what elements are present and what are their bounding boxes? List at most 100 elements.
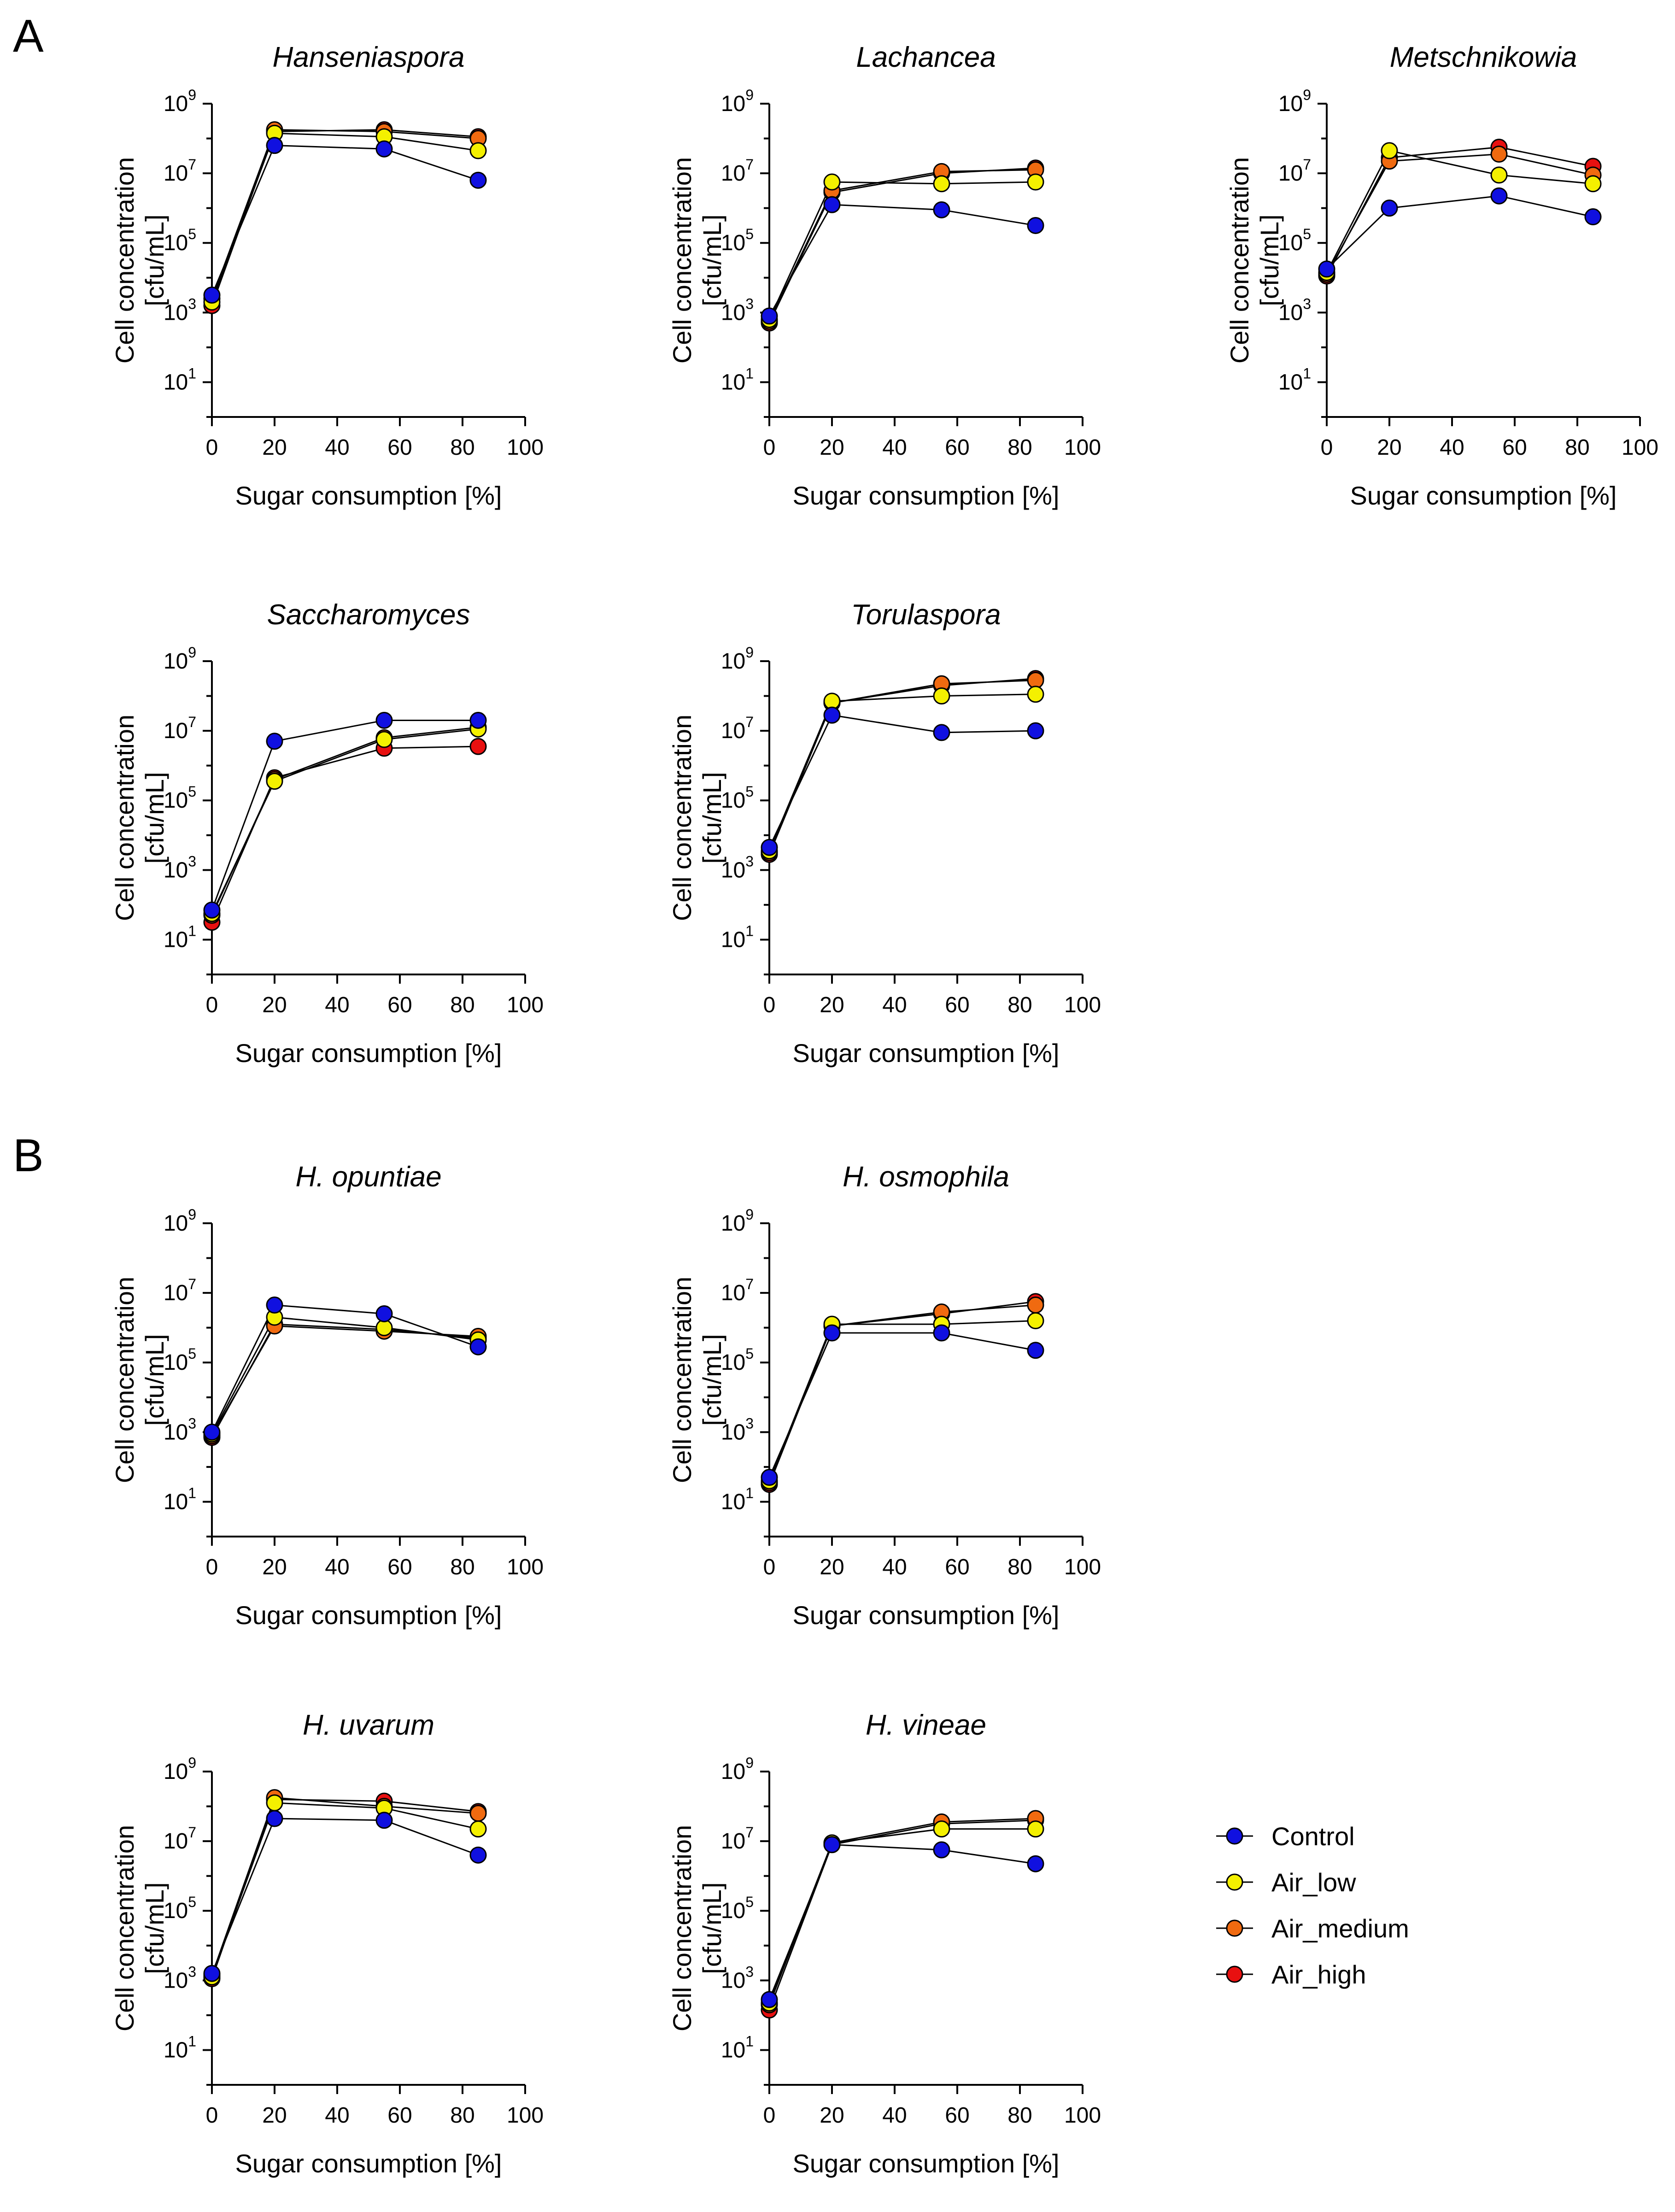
y-tick-label: 105 xyxy=(721,226,754,255)
x-tick-label: 0 xyxy=(206,1555,218,1579)
x-tick-label: 20 xyxy=(262,993,287,1017)
series-line-air_low xyxy=(211,728,479,914)
y-axis-unit: [cfu/mL] xyxy=(140,1882,169,1974)
x-tick-label: 80 xyxy=(450,993,474,1017)
y-tick-label: 107 xyxy=(721,1824,754,1854)
x-tick-label: 20 xyxy=(820,2103,844,2128)
legend: Control Air_low Air_medium Air_high xyxy=(1216,1822,1409,1989)
data-point-air_low xyxy=(1027,686,1044,703)
y-tick-label: 103 xyxy=(164,853,196,882)
data-point-control xyxy=(375,711,393,729)
legend-label: Air_low xyxy=(1271,1868,1356,1897)
y-tick-label: 101 xyxy=(164,1484,196,1514)
data-point-control xyxy=(823,1836,841,1854)
data-point-control xyxy=(1490,187,1508,205)
series-line-control xyxy=(768,1332,1036,1478)
y-tick-label: 105 xyxy=(721,783,754,813)
y-tick-label: 107 xyxy=(164,1276,196,1305)
x-axis-label: Sugar consumption [%] xyxy=(793,1601,1060,1630)
x-tick-label: 60 xyxy=(387,993,412,1017)
x-tick-label: 80 xyxy=(450,2103,474,2128)
chart-title: Hanseniaspora xyxy=(272,41,464,73)
x-axis-label: Sugar consumption [%] xyxy=(235,481,502,510)
y-axis-unit: [cfu/mL] xyxy=(140,772,169,863)
chart-title: Metschnikowia xyxy=(1390,41,1577,73)
y-tick-label: 109 xyxy=(164,1206,196,1236)
y-tick-label: 109 xyxy=(721,1754,754,1784)
series-line-control xyxy=(1326,195,1593,270)
y-tick-label: 105 xyxy=(164,1894,196,1923)
x-tick-label: 40 xyxy=(882,1555,907,1579)
y-tick-label: 101 xyxy=(164,922,196,952)
x-tick-label: 100 xyxy=(1064,1555,1101,1579)
data-point-air_low xyxy=(1027,1820,1044,1838)
data-point-air_low xyxy=(1027,173,1044,191)
x-tick-label: 20 xyxy=(262,1555,287,1579)
series-line-air_low xyxy=(768,693,1036,851)
data-point-air_low xyxy=(933,1820,950,1838)
data-point-control xyxy=(1318,260,1335,278)
x-tick-label: 100 xyxy=(507,2103,544,2128)
x-tick-label: 100 xyxy=(1064,435,1101,460)
x-tick-label: 20 xyxy=(1377,435,1401,460)
x-tick-label: 40 xyxy=(325,993,349,1017)
y-tick-label: 107 xyxy=(1278,156,1311,186)
data-point-control xyxy=(469,1846,487,1864)
y-tick-label: 109 xyxy=(721,644,754,674)
chart-title: Saccharomyces xyxy=(267,599,470,631)
chart-5: H. opuntiae 101 103 105 107 109 0 20 40 60 80 100Su… xyxy=(110,1161,544,1630)
y-tick-label: 101 xyxy=(721,2033,754,2062)
x-tick-label: 40 xyxy=(1440,435,1464,460)
y-tick-label: 105 xyxy=(721,1894,754,1923)
chart-7: H. uvarum 101 103 105 107 109 0 20 40 60 80 100Suga… xyxy=(110,1709,544,2178)
x-tick-label: 20 xyxy=(820,1555,844,1579)
y-axis-unit: [cfu/mL] xyxy=(697,772,726,863)
y-axis-label: Cell concentration xyxy=(668,715,697,921)
y-tick-label: 103 xyxy=(721,1415,754,1444)
x-tick-label: 80 xyxy=(450,435,474,460)
data-point-air_low xyxy=(1584,175,1602,193)
panel-label-a: A xyxy=(13,10,44,62)
x-axis-label: Sugar consumption [%] xyxy=(235,2149,502,2178)
x-axis-label: Sugar consumption [%] xyxy=(1350,481,1617,510)
x-tick-label: 0 xyxy=(763,993,776,1017)
y-axis-label: Cell concentration xyxy=(110,1825,139,2031)
series-line-air_high xyxy=(768,167,1036,323)
series-line-air_low xyxy=(768,1828,1036,2003)
x-tick-label: 20 xyxy=(820,993,844,1017)
data-point-air_low xyxy=(469,142,487,159)
data-point-air_high xyxy=(469,738,487,755)
y-tick-label: 103 xyxy=(721,295,754,325)
series-line-air_low xyxy=(768,181,1036,320)
data-point-control xyxy=(266,137,283,154)
data-point-air_low xyxy=(266,1794,283,1812)
x-tick-label: 100 xyxy=(507,1555,544,1579)
data-point-air_low xyxy=(823,173,841,191)
y-tick-label: 101 xyxy=(164,2033,196,2062)
data-point-control xyxy=(375,1305,393,1322)
y-axis-label: Cell concentration xyxy=(110,1277,139,1483)
legend-marker-air_high xyxy=(1226,1966,1243,1983)
data-point-air_medium xyxy=(1490,146,1508,163)
legend-marker-control xyxy=(1226,1827,1243,1845)
y-tick-label: 103 xyxy=(721,853,754,882)
data-point-control xyxy=(1027,1342,1044,1359)
series-line-air_low xyxy=(768,1320,1036,1481)
y-axis-label: Cell concentration xyxy=(668,157,697,364)
x-tick-label: 80 xyxy=(1007,993,1032,1017)
legend-marker-air_low xyxy=(1226,1873,1243,1891)
x-tick-label: 60 xyxy=(387,2103,412,2128)
plots: Hanseniaspora 101 103 105 107 109 0 20 40 60 80 100… xyxy=(110,41,1658,2178)
chart-title: H. vineae xyxy=(866,1709,986,1741)
y-axis-unit: [cfu/mL] xyxy=(1255,214,1284,306)
x-tick-label: 80 xyxy=(1007,2103,1032,2128)
data-point-control xyxy=(933,724,950,741)
x-tick-label: 60 xyxy=(387,1555,412,1579)
series-line-air_high xyxy=(211,1798,479,1979)
data-point-control xyxy=(761,839,778,856)
x-axis-label: Sugar consumption [%] xyxy=(235,1601,502,1630)
y-axis-label: Cell concentration xyxy=(668,1277,697,1483)
series-line-air_medium xyxy=(768,1304,1036,1483)
x-tick-label: 0 xyxy=(1321,435,1333,460)
x-tick-label: 40 xyxy=(882,993,907,1017)
